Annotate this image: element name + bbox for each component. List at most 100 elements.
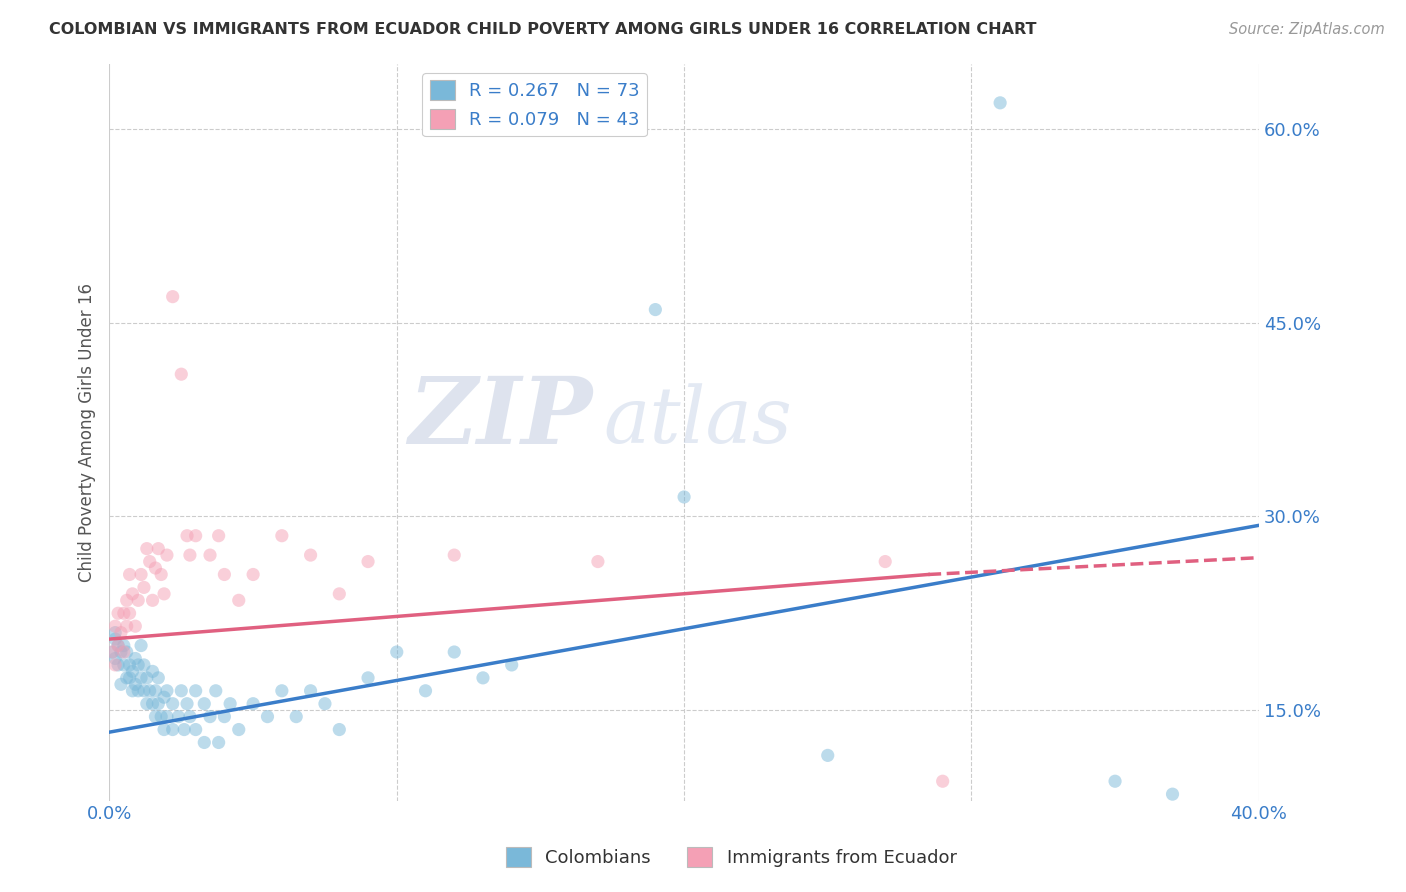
Point	[110, 645, 132, 659]
Point	[208, 735, 231, 749]
Point	[121, 683, 143, 698]
Point	[228, 723, 250, 737]
Point	[124, 619, 146, 633]
Point	[132, 581, 155, 595]
Point	[214, 709, 236, 723]
Point	[193, 735, 215, 749]
Point	[118, 671, 141, 685]
Point	[162, 723, 184, 737]
Point	[135, 671, 157, 685]
Point	[173, 723, 195, 737]
Point	[314, 697, 336, 711]
Point	[875, 555, 897, 569]
Point	[148, 541, 170, 556]
Point	[112, 639, 135, 653]
Point	[148, 697, 170, 711]
Point	[176, 697, 198, 711]
Text: COLOMBIAN VS IMMIGRANTS FROM ECUADOR CHILD POVERTY AMONG GIRLS UNDER 16 CORRELAT: COLOMBIAN VS IMMIGRANTS FROM ECUADOR CHI…	[49, 22, 1036, 37]
Point	[145, 683, 167, 698]
Point	[357, 555, 380, 569]
Point	[170, 367, 193, 381]
Point	[270, 683, 292, 698]
Point	[184, 683, 207, 698]
Point	[107, 657, 129, 672]
Point	[501, 657, 523, 672]
Point	[145, 709, 167, 723]
Point	[135, 697, 157, 711]
Point	[115, 619, 138, 633]
Point	[443, 645, 465, 659]
Point	[242, 567, 264, 582]
Point	[101, 645, 124, 659]
Point	[156, 548, 179, 562]
Point	[118, 606, 141, 620]
Point	[132, 683, 155, 698]
Point	[472, 671, 495, 685]
Point	[1161, 787, 1184, 801]
Point	[170, 683, 193, 698]
Point	[988, 95, 1011, 110]
Point	[118, 657, 141, 672]
Point	[129, 567, 152, 582]
Point	[112, 657, 135, 672]
Point	[142, 697, 165, 711]
Point	[443, 548, 465, 562]
Text: Source: ZipAtlas.com: Source: ZipAtlas.com	[1229, 22, 1385, 37]
Point	[115, 645, 138, 659]
Point	[104, 632, 127, 646]
Point	[219, 697, 242, 711]
Point	[357, 671, 380, 685]
Point	[127, 657, 149, 672]
Point	[176, 529, 198, 543]
Point	[285, 709, 308, 723]
Point	[673, 490, 696, 504]
Point	[228, 593, 250, 607]
Point	[121, 665, 143, 679]
Point	[104, 619, 127, 633]
Point	[127, 593, 149, 607]
Point	[112, 645, 135, 659]
Point	[242, 697, 264, 711]
Point	[156, 683, 179, 698]
Y-axis label: Child Poverty Among Girls Under 16: Child Poverty Among Girls Under 16	[79, 283, 96, 582]
Point	[115, 593, 138, 607]
Point	[214, 567, 236, 582]
Point	[107, 639, 129, 653]
Point	[193, 697, 215, 711]
Point	[129, 671, 152, 685]
Point	[198, 709, 221, 723]
Point	[198, 548, 221, 562]
Point	[129, 639, 152, 653]
Point	[328, 723, 350, 737]
Point	[931, 774, 953, 789]
Point	[127, 683, 149, 698]
Point	[204, 683, 226, 698]
Point	[124, 651, 146, 665]
Point	[153, 587, 176, 601]
Point	[328, 587, 350, 601]
Point	[150, 567, 173, 582]
Point	[208, 529, 231, 543]
Point	[586, 555, 609, 569]
Point	[138, 555, 160, 569]
Point	[101, 645, 124, 659]
Point	[121, 587, 143, 601]
Point	[110, 625, 132, 640]
Point	[138, 683, 160, 698]
Point	[142, 665, 165, 679]
Point	[124, 677, 146, 691]
Point	[415, 683, 437, 698]
Point	[142, 593, 165, 607]
Point	[817, 748, 839, 763]
Point	[104, 625, 127, 640]
Point	[179, 548, 201, 562]
Point	[104, 651, 127, 665]
Text: ZIP: ZIP	[408, 373, 592, 463]
Point	[256, 709, 278, 723]
Point	[644, 302, 666, 317]
Point	[385, 645, 408, 659]
Point	[299, 548, 322, 562]
Point	[167, 709, 190, 723]
Point	[107, 606, 129, 620]
Point	[150, 709, 173, 723]
